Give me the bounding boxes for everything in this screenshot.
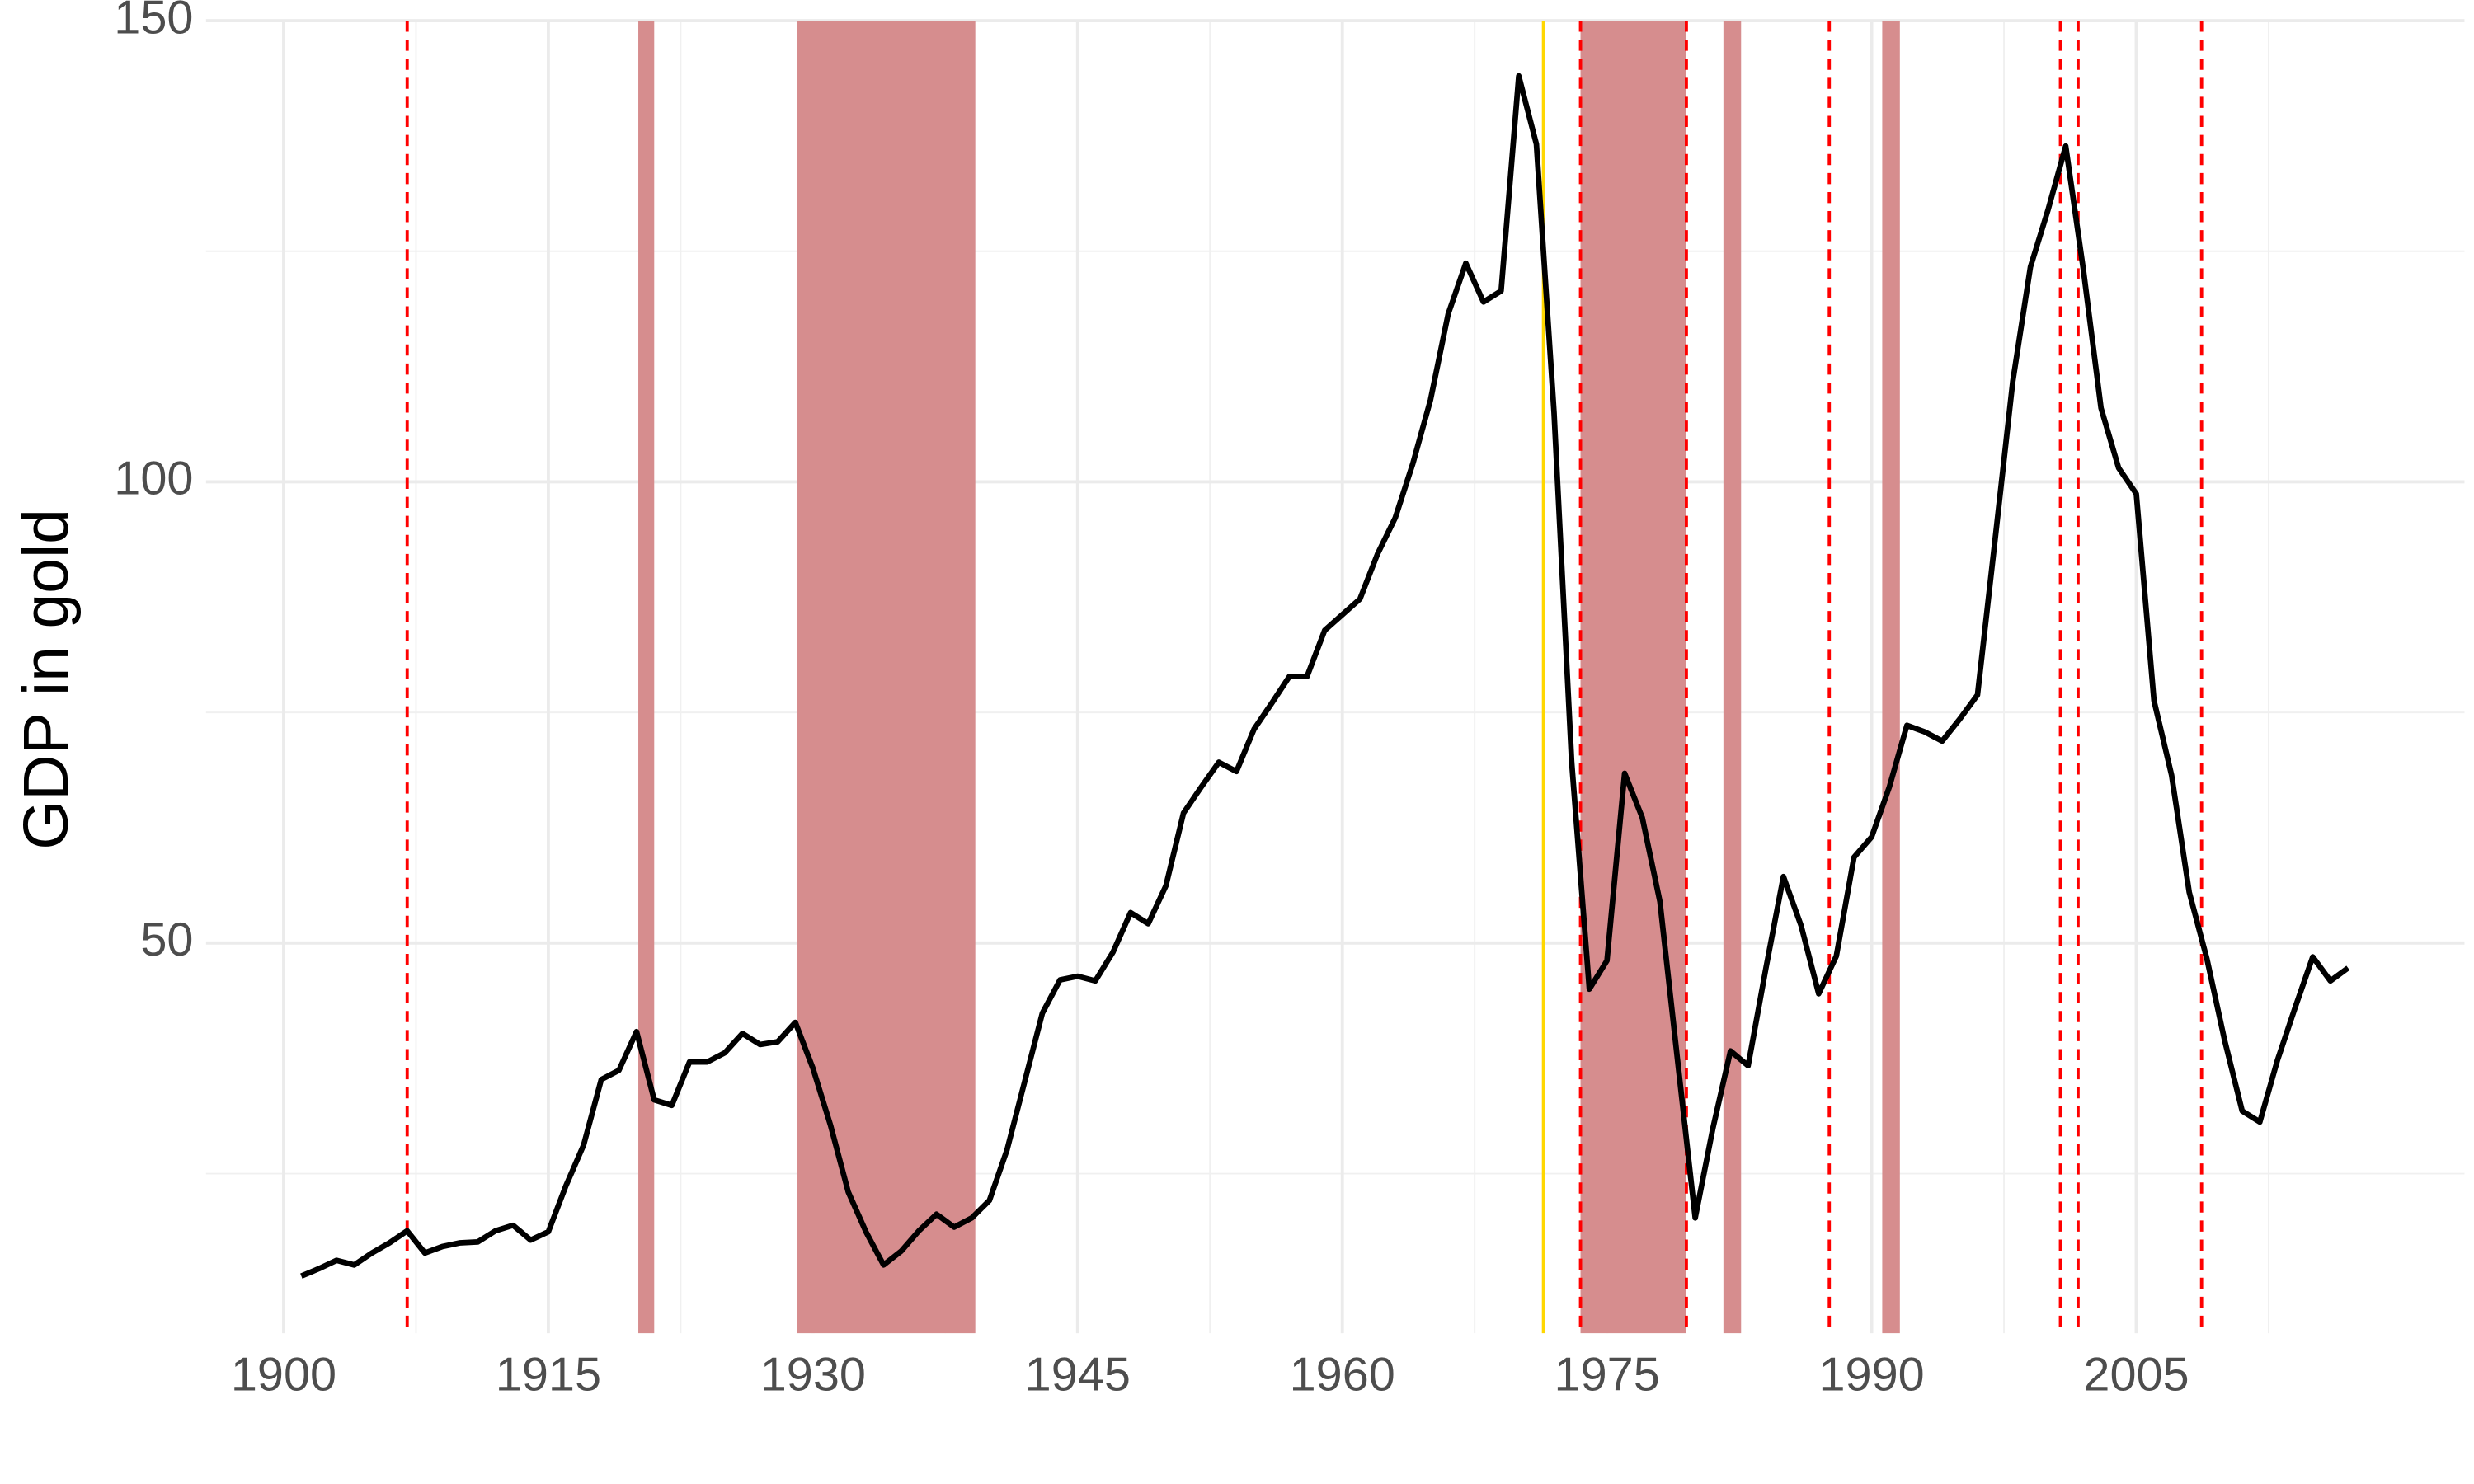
data-line — [300, 73, 2350, 1279]
shaded-period — [797, 21, 976, 1334]
y-tick-label: 150 — [114, 0, 193, 44]
shaded-period — [638, 21, 655, 1334]
x-tick-label: 1930 — [760, 1348, 866, 1401]
shaded-period — [1580, 21, 1686, 1334]
y-axis-label: GDP in gold — [11, 509, 82, 850]
shaded-period — [1882, 21, 1900, 1334]
x-tick-label: 1960 — [1290, 1348, 1395, 1401]
x-tick-label: 1900 — [231, 1348, 336, 1401]
y-tick-label: 100 — [114, 453, 193, 505]
x-tick-label: 1915 — [496, 1348, 601, 1401]
x-tick-label: 1945 — [1025, 1348, 1131, 1401]
y-tick-label: 50 — [140, 913, 193, 966]
x-tick-label: 2005 — [2083, 1348, 2189, 1401]
x-tick-label: 1975 — [1554, 1348, 1660, 1401]
x-tick-label: 1990 — [1818, 1348, 1924, 1401]
shaded-period — [1723, 21, 1742, 1334]
